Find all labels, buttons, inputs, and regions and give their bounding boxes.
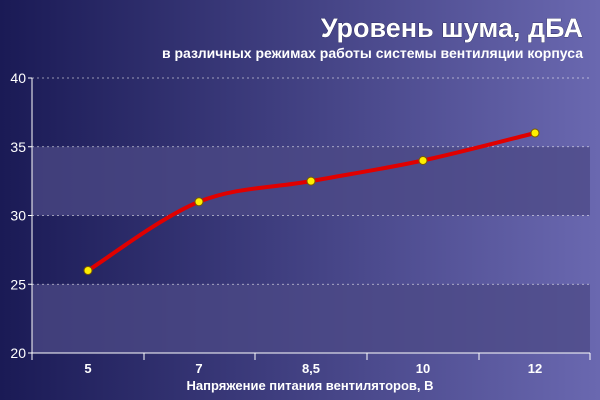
x-tick-label: 8,5 — [302, 361, 320, 376]
x-tick-label: 10 — [416, 361, 430, 376]
x-tick-label: 12 — [528, 361, 542, 376]
y-tick-label: 25 — [10, 276, 26, 292]
data-point — [418, 156, 428, 165]
data-point — [530, 128, 540, 138]
series-layer — [83, 128, 540, 275]
x-tick-label: 7 — [195, 361, 202, 376]
x-axis-ticks: 5 7 8,5 10 12 — [31, 353, 591, 376]
gridlines — [32, 77, 590, 285]
data-point — [194, 197, 204, 207]
chart-title: Уровень шума, дБА — [321, 13, 583, 43]
data-point — [306, 176, 316, 186]
y-tick-label: 20 — [10, 345, 26, 361]
y-tick-label: 40 — [10, 70, 26, 86]
y-tick-label: 35 — [10, 139, 26, 155]
data-point — [83, 266, 93, 275]
chart-subtitle: в различных режимах работы системы венти… — [162, 45, 583, 61]
grid-band — [32, 284, 590, 353]
grid-bands — [32, 146, 590, 353]
y-axis-ticks: 20 25 30 35 40 — [10, 70, 32, 361]
x-tick-label: 5 — [84, 361, 91, 376]
y-tick-label: 30 — [10, 208, 26, 224]
x-axis-label: Напряжение питания вентиляторов, В — [187, 378, 434, 393]
